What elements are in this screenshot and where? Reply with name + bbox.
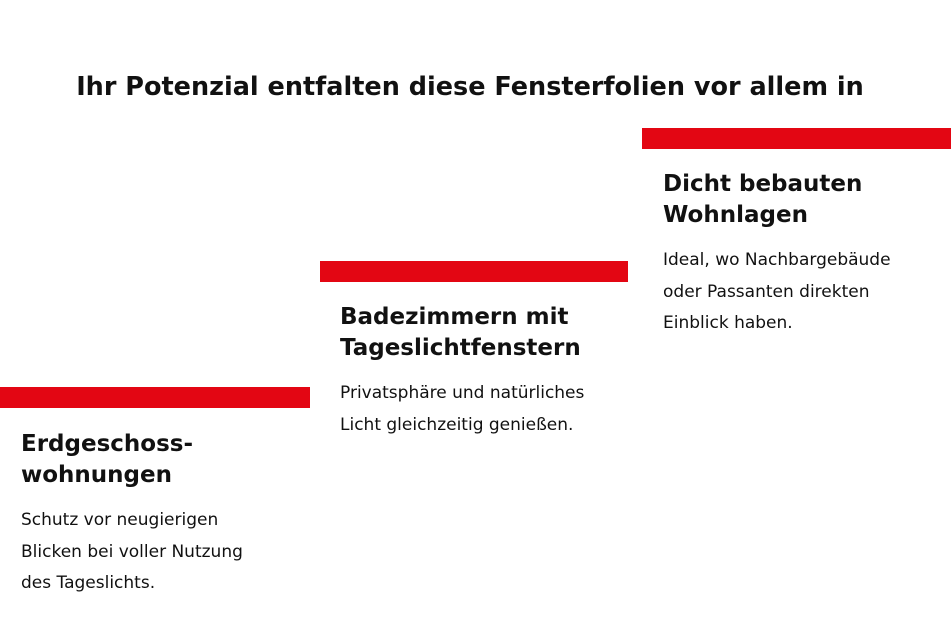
step-text-line: Licht gleichzeitig genießen. bbox=[340, 414, 574, 435]
step-text-line: Blicken bei voller Nutzung bbox=[21, 541, 243, 562]
step-text-line: Einblick haben. bbox=[663, 313, 793, 333]
step-heading-3: Dicht bebauten Wohnlagen bbox=[663, 169, 862, 231]
step-heading-line: wohnungen bbox=[21, 462, 172, 488]
step-bar-1 bbox=[0, 387, 310, 408]
step-text-line: des Tageslichts. bbox=[21, 573, 156, 593]
step-text-line: Ideal, wo Nachbargebäude bbox=[663, 250, 891, 270]
step-description-3: Ideal, wo Nachbargebäude oder Passanten … bbox=[663, 245, 891, 340]
step-description-2: Privatsphäre und natürliches Licht gleic… bbox=[340, 378, 584, 441]
step-text-line: Privatsphäre und natürliches bbox=[340, 383, 585, 403]
step-heading-2: Badezimmern mit Tageslichtfenstern bbox=[340, 302, 581, 364]
step-text-line: oder Passanten direkten bbox=[663, 281, 870, 302]
step-heading-line: Badezimmern mit bbox=[340, 304, 569, 330]
step-heading-line: Erdgeschoss- bbox=[21, 431, 194, 457]
step-bar-3 bbox=[642, 128, 951, 149]
step-heading-line: Dicht bebauten bbox=[663, 171, 863, 197]
step-text-line: Schutz vor neugierigen bbox=[21, 510, 219, 530]
page-title: Ihr Potenzial entfalten diese Fensterfol… bbox=[76, 72, 864, 103]
step-heading-line: Tageslichtfenstern bbox=[340, 335, 581, 361]
step-description-1: Schutz vor neugierigen Blicken bei volle… bbox=[21, 505, 243, 600]
step-bar-2 bbox=[320, 261, 628, 282]
step-heading-line: Wohnlagen bbox=[663, 202, 808, 228]
step-heading-1: Erdgeschoss- wohnungen bbox=[21, 429, 193, 491]
